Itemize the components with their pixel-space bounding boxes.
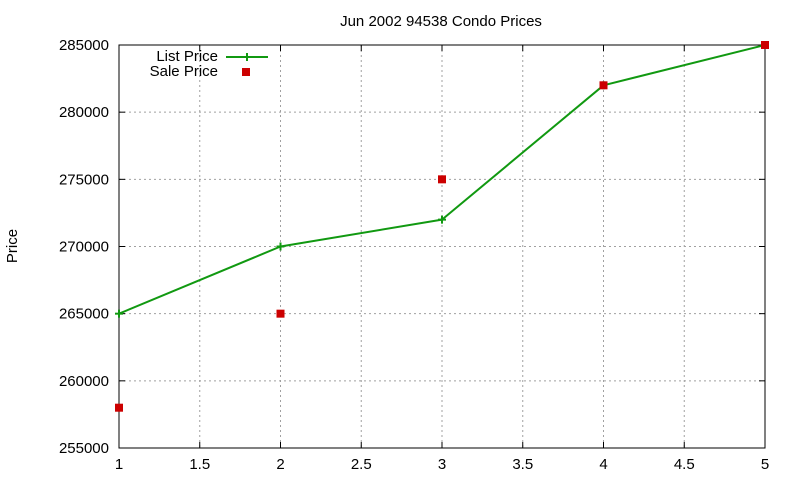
- x-tick-label-8: 5: [761, 456, 769, 473]
- y-tick-label-0: 255000: [59, 440, 109, 457]
- y-tick-label-4: 275000: [59, 171, 109, 188]
- x-tick-label-4: 3: [438, 456, 446, 473]
- legend-marker-sale-price: [242, 68, 250, 76]
- data-point-sale-price-0: [115, 403, 123, 412]
- data-point-sale-price-1: [276, 309, 285, 318]
- chart-title: Jun 2002 94538 Condo Prices: [340, 13, 542, 30]
- x-tick-label-1: 1.5: [189, 456, 210, 473]
- y-axis-label: Price: [4, 229, 21, 263]
- x-tick-label-5: 3.5: [512, 456, 533, 473]
- legend: List Price Sale Price: [150, 48, 268, 80]
- x-tick-label-2: 2: [276, 456, 284, 473]
- data-point-list-price-1: [276, 242, 285, 251]
- tick-layer: 1 1.5 2 2.5 3 3.5 4 4.5 5 255000 260000 265000 27000…: [59, 37, 769, 473]
- y-tick-label-2: 265000: [59, 306, 109, 323]
- y-tick-label-6: 285000: [59, 37, 109, 54]
- legend-label-sale-price: Sale Price: [150, 63, 218, 80]
- data-point-list-price-2: [438, 215, 446, 224]
- x-tick-label-3: 2.5: [351, 456, 372, 473]
- data-point-list-price-0: [115, 309, 123, 318]
- x-tick-label-7: 4.5: [674, 456, 695, 473]
- x-tick-label-6: 4: [599, 456, 607, 473]
- legend-label-list-price: List Price: [156, 48, 218, 65]
- y-tick-label-3: 270000: [59, 239, 109, 256]
- series-layer: [115, 41, 769, 412]
- y-tick-label-5: 280000: [59, 104, 109, 121]
- grid-layer: [119, 45, 765, 448]
- data-point-sale-price-3: [599, 81, 608, 90]
- legend-marker-list-price: [243, 53, 251, 61]
- y-tick-label-1: 260000: [59, 373, 109, 390]
- data-point-sale-price-4: [761, 41, 769, 49]
- x-tick-label-0: 1: [115, 456, 123, 473]
- data-point-sale-price-2: [438, 175, 446, 184]
